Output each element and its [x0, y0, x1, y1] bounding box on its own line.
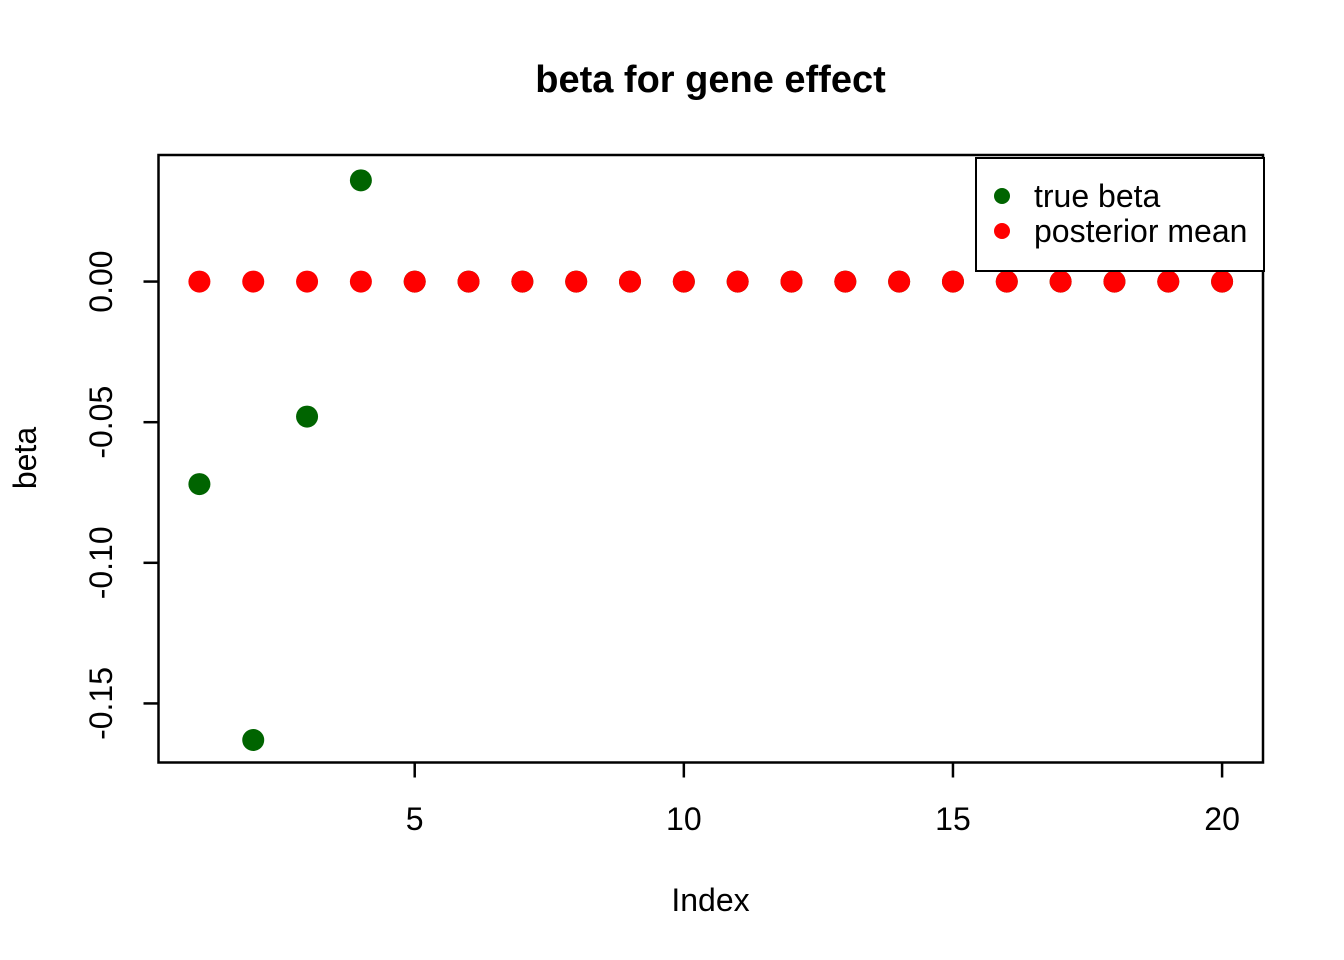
data-point-posterior-mean: [296, 270, 319, 293]
y-tick-label: -0.10: [83, 526, 119, 599]
plot-border: [157, 153, 1265, 764]
y-axis-label: beta: [7, 427, 43, 489]
data-point-posterior-mean: [457, 270, 480, 293]
data-point-posterior-mean: [619, 270, 642, 293]
x-axis-label: Index: [671, 882, 749, 918]
legend-label-posterior-mean: posterior mean: [1034, 213, 1247, 249]
y-tick-label: -0.15: [83, 667, 119, 740]
chart-title: beta for gene effect: [535, 59, 886, 101]
data-point-posterior-mean: [995, 270, 1018, 293]
legend-swatch-icon-posterior-mean: [994, 223, 1010, 239]
data-point-posterior-mean: [1103, 270, 1126, 293]
y-tick-label: -0.05: [83, 386, 119, 459]
data-point-true-beta: [296, 405, 319, 428]
data-point-posterior-mean: [565, 270, 588, 293]
legend-swatch-icon-true-beta: [994, 188, 1010, 204]
data-point-posterior-mean: [349, 270, 372, 293]
data-point-posterior-mean: [242, 270, 265, 293]
x-tick-label: 20: [1204, 801, 1240, 837]
data-point-posterior-mean: [672, 270, 695, 293]
plot-area: 5 10 15 20 0.00 -0.05 -0.10 -0.15: [83, 153, 1265, 837]
data-point-posterior-mean: [511, 270, 534, 293]
data-point-posterior-mean: [780, 270, 803, 293]
legend-label-true-beta: true beta: [1034, 178, 1161, 214]
data-point-posterior-mean: [188, 270, 211, 293]
legend-box: [975, 157, 1265, 272]
data-point-posterior-mean: [834, 270, 857, 293]
data-point-posterior-mean: [1157, 270, 1180, 293]
data-point-posterior-mean: [1211, 270, 1234, 293]
data-point-posterior-mean: [941, 270, 964, 293]
data-point-true-beta: [242, 729, 265, 751]
data-point-posterior-mean: [1049, 270, 1072, 293]
data-point-true-beta: [349, 169, 372, 192]
data-point-posterior-mean: [888, 270, 911, 293]
y-tick-label: 0.00: [83, 250, 119, 312]
x-tick-label: 5: [406, 801, 424, 837]
data-point-posterior-mean: [403, 270, 426, 293]
x-tick-label: 15: [935, 801, 971, 837]
x-tick-label: 10: [666, 801, 702, 837]
data-point-posterior-mean: [726, 270, 749, 293]
data-point-true-beta: [188, 473, 211, 496]
